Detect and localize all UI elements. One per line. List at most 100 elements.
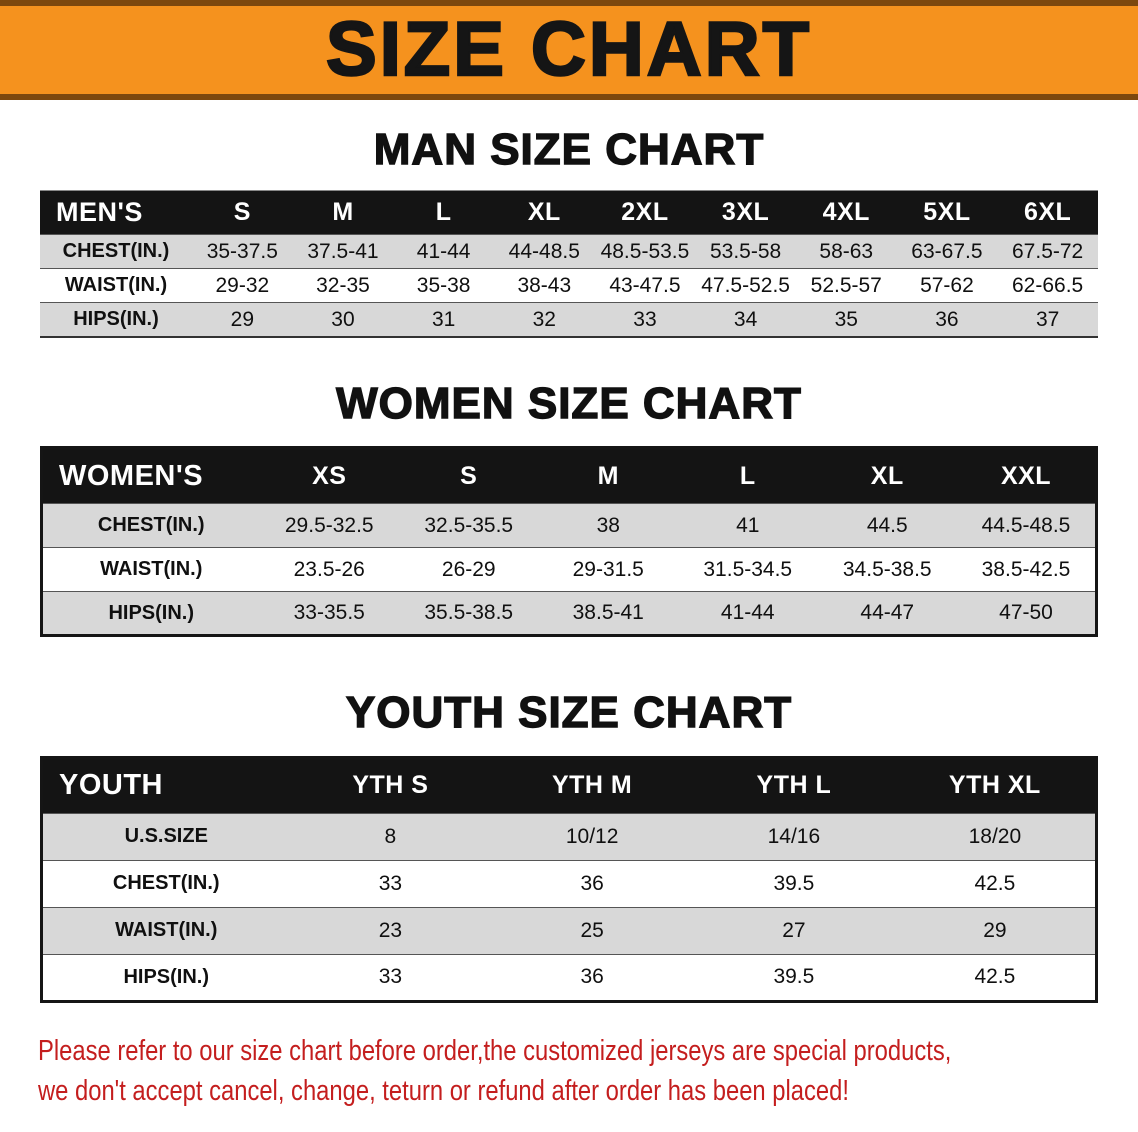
size-header-cell: YTH M <box>491 757 693 814</box>
row-label-cell: CHEST(IN.) <box>62 240 170 263</box>
size-header-cell: YTH XL <box>894 757 1097 814</box>
youth-section-heading: YOUTH SIZE CHART <box>345 688 793 738</box>
size-value-cell: 35-38 <box>416 273 471 297</box>
size-header-cell: 2XL <box>594 190 696 235</box>
size-value-cell: 33-35.5 <box>293 601 365 625</box>
women-size-section: WOMEN SIZE CHART WOMEN'S XS S M L XL XXL CHEST(… <box>0 378 1138 638</box>
youth-size-table: YOUTH YTH S YTH M YTH L YTH XL U.S.SIZE 8 10/12… <box>40 755 1098 1003</box>
table-header-row: YOUTH YTH S YTH M YTH L YTH XL <box>41 757 1097 814</box>
disclaimer-line-1: Please refer to our size chart before or… <box>38 1034 952 1067</box>
size-value-cell: 33 <box>378 871 403 895</box>
size-value-cell: 29-32 <box>215 273 270 297</box>
size-value-cell: 10/12 <box>565 824 619 848</box>
women-size-table: WOMEN'S XS S M L XL XXL CHEST(IN.) 29.5-32.5 32.5… <box>40 446 1098 638</box>
size-value-cell: 41 <box>736 513 760 537</box>
table-row: CHEST(IN.) 35-37.5 37.5-41 41-44 44-48.5 48.5… <box>40 234 1098 269</box>
table-row: HIPS(IN.) 33-35.5 35.5-38.5 38.5-41 41-44 44-… <box>41 591 1097 636</box>
size-value-cell: 38.5-42.5 <box>981 557 1071 581</box>
size-header-cell: YTH S <box>289 757 492 814</box>
size-value-cell: 38-43 <box>517 273 572 297</box>
size-value-cell: 35-37.5 <box>206 239 278 263</box>
size-value-cell: 26-29 <box>441 557 496 581</box>
table-row: CHEST(IN.) 33 36 39.5 42.5 <box>41 860 1097 908</box>
size-value-cell: 42.5 <box>974 965 1016 989</box>
size-value-cell: 58-63 <box>819 239 874 263</box>
table-title-cell: YOUTH <box>41 757 290 814</box>
size-value-cell: 23.5-26 <box>293 557 365 581</box>
row-label-cell: WAIST(IN.) <box>64 274 168 297</box>
table-row: HIPS(IN.) 29 30 31 32 33 34 35 36 37 <box>40 302 1098 337</box>
disclaimer-note: Please refer to our size chart before or… <box>38 1031 1138 1111</box>
size-value-cell: 29-31.5 <box>572 557 644 581</box>
table-row: WAIST(IN.) 23 25 27 29 <box>41 907 1097 955</box>
size-value-cell: 53.5-58 <box>709 239 782 263</box>
size-value-cell: 35.5-38.5 <box>424 601 514 625</box>
youth-size-section: YOUTH SIZE CHART YOUTH YTH S YTH M YTH L YTH… <box>0 688 1138 1003</box>
row-label-cell: HIPS(IN.) <box>123 965 210 988</box>
size-value-cell: 37.5-41 <box>307 239 379 263</box>
size-header-cell: 6XL <box>997 190 1098 235</box>
row-label-cell: CHEST(IN.) <box>112 872 220 895</box>
size-value-cell: 47.5-52.5 <box>701 273 790 297</box>
size-value-cell: 33 <box>633 307 657 331</box>
size-header-cell: 4XL <box>795 190 897 235</box>
disclaimer-line-2: we don't accept cancel, change, teturn o… <box>38 1074 849 1107</box>
size-value-cell: 32 <box>532 307 556 331</box>
size-header-cell: XS <box>259 447 399 504</box>
size-value-cell: 38 <box>596 513 620 537</box>
size-value-cell: 41-44 <box>720 601 775 625</box>
size-value-cell: 47-50 <box>999 601 1053 625</box>
size-value-cell: 25 <box>580 918 604 942</box>
size-header-cell: L <box>393 190 494 235</box>
size-value-cell: 14/16 <box>767 824 821 848</box>
size-value-cell: 32.5-35.5 <box>424 513 514 537</box>
size-value-cell: 36 <box>580 871 604 895</box>
size-value-cell: 8 <box>384 824 397 848</box>
size-value-cell: 29 <box>983 918 1007 942</box>
row-label-cell: HIPS(IN.) <box>108 601 195 624</box>
size-value-cell: 39.5 <box>773 965 815 989</box>
size-value-cell: 44-48.5 <box>508 239 580 263</box>
size-value-cell: 44.5-48.5 <box>981 513 1071 537</box>
table-header-row: MEN'S S M L XL 2XL 3XL 4XL 5XL 6XL <box>40 190 1098 235</box>
size-value-cell: 31 <box>431 307 456 331</box>
row-label-cell: HIPS(IN.) <box>73 308 159 331</box>
banner: SIZE CHART <box>0 0 1138 100</box>
banner-title: SIZE CHART <box>325 7 812 92</box>
table-row: HIPS(IN.) 33 36 39.5 42.5 <box>41 954 1097 1002</box>
size-value-cell: 41-44 <box>416 239 471 263</box>
size-value-cell: 57-62 <box>920 273 974 297</box>
table-header-row: WOMEN'S XS S M L XL XXL <box>41 447 1097 504</box>
size-value-cell: 43-47.5 <box>609 273 681 297</box>
table-row: WAIST(IN.) 23.5-26 26-29 29-31.5 31.5-34.5 34… <box>41 547 1097 592</box>
table-title-cell: MEN'S <box>40 190 192 235</box>
size-value-cell: 18/20 <box>968 824 1022 848</box>
women-section-heading: WOMEN SIZE CHART <box>335 378 802 428</box>
size-value-cell: 42.5 <box>974 871 1016 895</box>
size-header-cell: YTH L <box>693 757 895 814</box>
size-value-cell: 31.5-34.5 <box>703 557 793 581</box>
row-label-cell: CHEST(IN.) <box>97 514 205 537</box>
row-label-cell: WAIST(IN.) <box>115 919 218 942</box>
size-value-cell: 39.5 <box>773 871 815 895</box>
size-header-cell: 3XL <box>695 190 796 235</box>
men-size-table: MEN'S S M L XL 2XL 3XL 4XL 5XL 6XL CHEST(IN.) 35-37… <box>40 190 1098 338</box>
size-value-cell: 44.5 <box>866 513 908 537</box>
size-header-cell: XXL <box>957 447 1097 504</box>
table-title-cell: WOMEN'S <box>41 447 260 504</box>
table-row: U.S.SIZE 8 10/12 14/16 18/20 <box>41 813 1097 861</box>
size-header-cell: S <box>399 447 539 504</box>
size-value-cell: 30 <box>331 307 355 331</box>
size-value-cell: 34 <box>733 307 758 331</box>
size-value-cell: 33 <box>378 965 403 989</box>
size-header-cell: 5XL <box>896 190 998 235</box>
size-value-cell: 34.5-38.5 <box>842 557 932 581</box>
size-value-cell: 44-47 <box>860 601 915 625</box>
size-value-cell: 36 <box>935 307 959 331</box>
size-value-cell: 48.5-53.5 <box>600 239 690 263</box>
size-value-cell: 38.5-41 <box>572 601 644 625</box>
size-header-cell: L <box>678 447 818 504</box>
size-value-cell: 35 <box>834 307 858 331</box>
size-header-cell: M <box>538 447 678 504</box>
size-value-cell: 29.5-32.5 <box>284 513 374 537</box>
